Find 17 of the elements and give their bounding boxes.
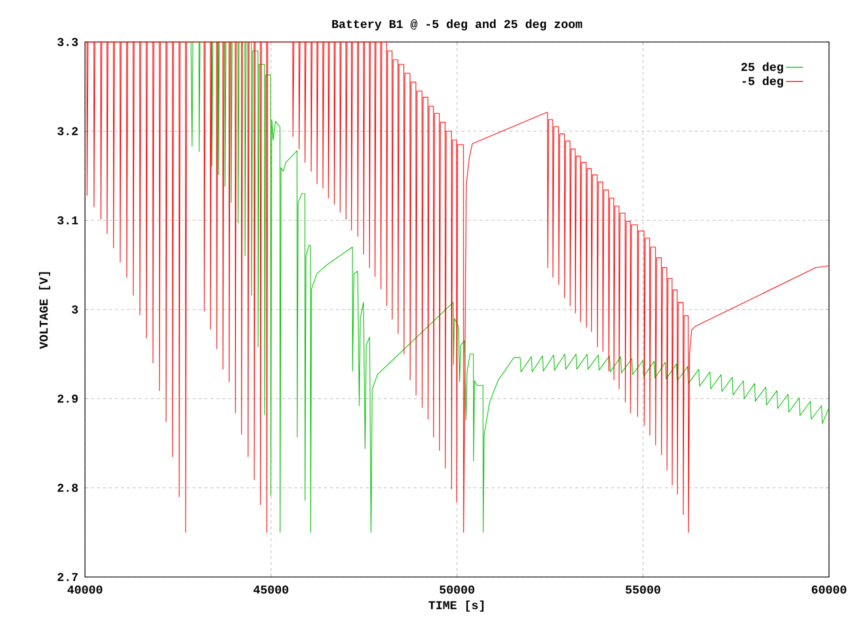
legend-label: -5 deg [742, 76, 784, 88]
chart-title: Battery B1 @ -5 deg and 25 deg zoom [332, 19, 582, 30]
y-tick-label: 3.1 [58, 216, 78, 224]
y-tick-label: 2.9 [58, 394, 78, 403]
y-tick-label: 3 [72, 305, 78, 314]
y-tick-label: 2.8 [58, 484, 78, 492]
legend-label: 25 deg [741, 62, 784, 74]
x-tick-label: 60000 [812, 586, 846, 594]
y-tick-label: 3.2 [58, 127, 78, 136]
x-tick-label: 45000 [253, 586, 288, 594]
x-axis-title: TIME [s] [428, 600, 484, 612]
x-tick-label: 55000 [626, 586, 660, 594]
x-tick-label: 40000 [67, 586, 102, 594]
y-tick-label: 2.7 [58, 573, 78, 581]
x-tick-label: 50000 [440, 586, 474, 594]
y-tick-label: 3.3 [58, 38, 78, 46]
y-axis-title: VOLTAGE [V] [38, 272, 50, 349]
